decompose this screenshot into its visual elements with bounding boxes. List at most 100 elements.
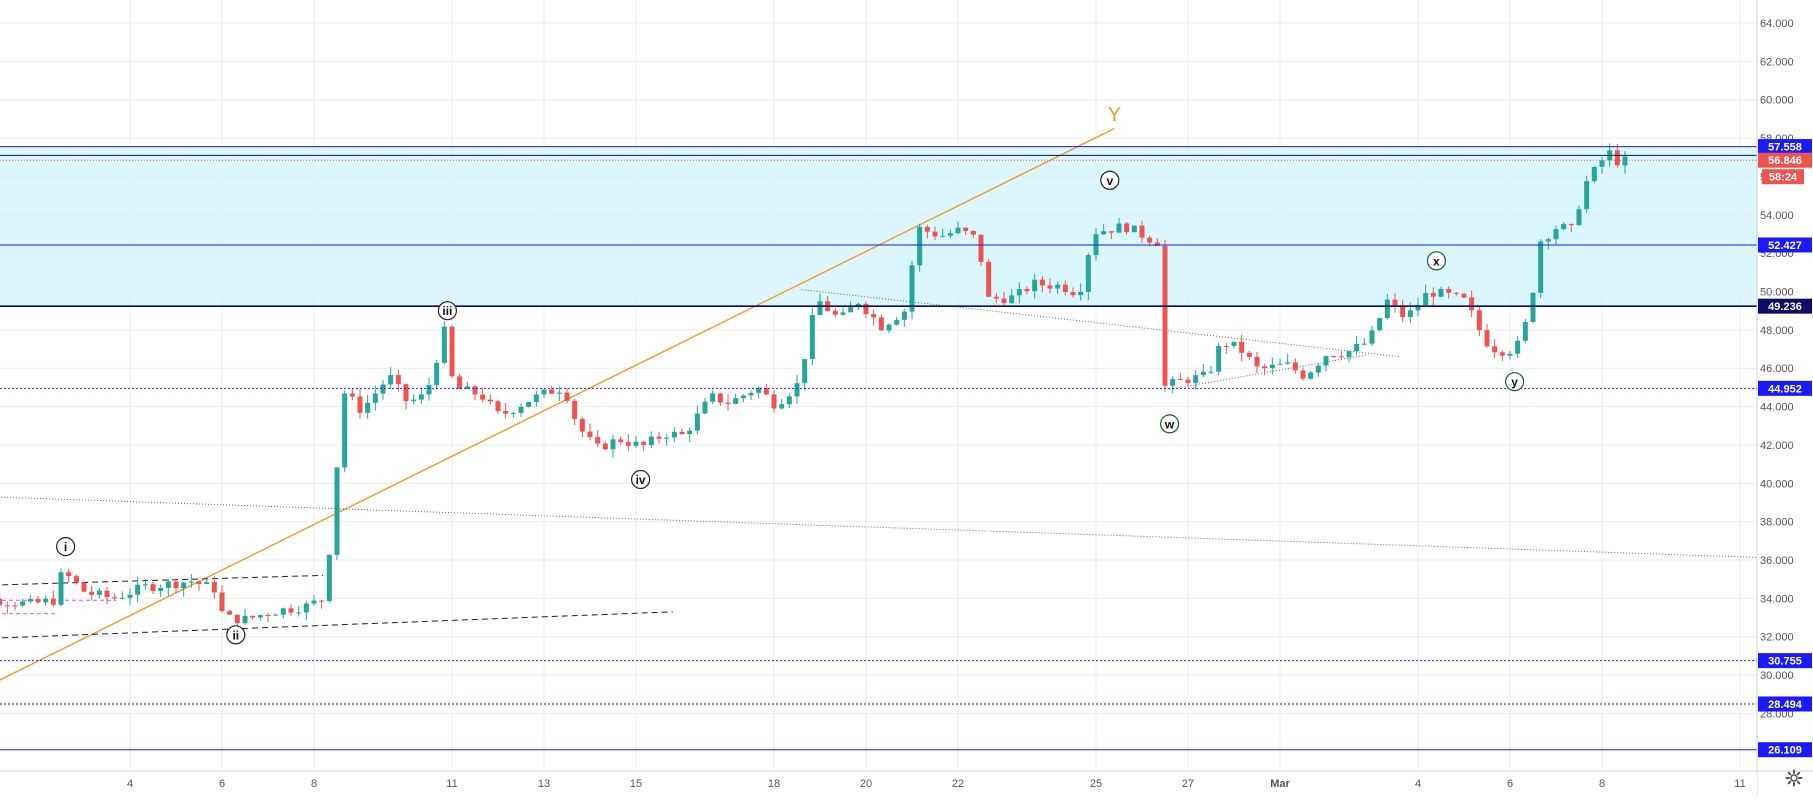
candle-body: [1530, 292, 1536, 322]
candle-body: [687, 430, 693, 435]
level-price-tag-bg: [1758, 653, 1812, 669]
time-tick-label: 27: [1182, 778, 1194, 790]
candle: [1078, 283, 1084, 301]
candle-body: [480, 394, 486, 400]
wave-label-text: ii: [232, 628, 239, 642]
price-tick-label: 60.000: [1760, 95, 1794, 107]
candle-body: [894, 319, 900, 325]
candle-body: [457, 376, 463, 389]
candle-body: [50, 598, 56, 605]
candle: [303, 600, 309, 621]
candle-body: [449, 326, 455, 377]
candle-body: [1047, 285, 1053, 289]
candle-body: [288, 608, 294, 613]
candle: [1469, 290, 1475, 318]
candle-body: [602, 443, 608, 450]
candle-body: [710, 393, 716, 402]
candle: [12, 601, 18, 611]
candle: [932, 226, 938, 241]
trend-line: [0, 611, 673, 639]
candle: [1001, 291, 1007, 307]
candle-body: [20, 601, 26, 606]
candle-body: [58, 572, 64, 605]
chart-settings-button[interactable]: [1783, 769, 1805, 791]
level-price-tag-bg: [1758, 237, 1812, 253]
candle-body: [579, 418, 585, 432]
candle: [748, 390, 754, 400]
candle: [602, 441, 608, 451]
wave-label-iv: iv: [630, 469, 651, 490]
candle: [1323, 355, 1329, 372]
candle: [204, 579, 210, 585]
candle: [441, 320, 447, 365]
trend-line: [0, 127, 1115, 681]
candle-body: [1277, 363, 1283, 365]
candle-body: [1469, 297, 1475, 311]
candle-body: [1453, 292, 1459, 294]
candle: [464, 381, 470, 390]
candle-body: [526, 401, 532, 407]
candle-body: [1400, 305, 1406, 318]
candle-body: [863, 303, 869, 315]
candle: [388, 367, 394, 390]
candle-body: [165, 581, 171, 588]
candle: [480, 388, 486, 403]
candle-body: [227, 611, 233, 615]
candle-body: [641, 441, 647, 446]
candle-body: [886, 324, 892, 331]
candle: [1576, 205, 1582, 227]
candle-body: [1285, 362, 1291, 364]
candle-body: [840, 312, 846, 315]
candle: [20, 598, 26, 608]
candle-body: [188, 581, 194, 583]
candle-body: [518, 406, 524, 413]
candle: [940, 228, 946, 238]
last-price-tag-text: 56.846: [1768, 155, 1802, 167]
wave-label-circle: [1100, 170, 1120, 190]
candle: [917, 223, 923, 272]
candle-body: [917, 226, 923, 266]
candle-body: [1377, 318, 1383, 331]
candle: [1116, 217, 1122, 233]
candle: [73, 574, 79, 585]
trend-lines: [0, 127, 1777, 681]
candle-body: [403, 384, 409, 402]
candle-body: [503, 410, 509, 414]
candle: [1308, 371, 1314, 380]
price-tick-label: 64.000: [1760, 18, 1794, 30]
candle: [786, 393, 792, 409]
time-tick-label: 15: [630, 778, 642, 790]
candle: [671, 427, 677, 443]
candle: [165, 579, 171, 597]
candle: [403, 383, 409, 410]
candle: [1009, 288, 1015, 304]
candle-body: [940, 235, 946, 237]
candle: [1101, 223, 1107, 236]
candle: [1016, 282, 1022, 304]
candle: [342, 390, 348, 473]
candle: [740, 394, 746, 403]
candle-body: [135, 584, 141, 595]
candle-body: [0, 598, 3, 606]
candle: [349, 388, 355, 401]
candle-body: [319, 600, 325, 602]
level-price-tag: 57.558: [1758, 139, 1812, 155]
candle: [1185, 376, 1191, 388]
wave-label-text: v: [1106, 174, 1113, 188]
level-price-tag: 28.494: [1758, 696, 1812, 712]
candle-body: [564, 392, 570, 401]
wave-label-Y: Y: [1108, 104, 1121, 126]
wave-label-w: w: [1159, 414, 1180, 434]
time-axis: 4 6 8 11 13 15 18 20 22 25 27 Mar 4 6 8 11: [0, 770, 1813, 795]
candle: [733, 393, 739, 405]
candle-body: [1292, 362, 1298, 371]
candle: [503, 403, 509, 419]
gear-icon: [1785, 769, 1803, 792]
candle: [1216, 342, 1222, 376]
candle: [96, 587, 102, 599]
candle: [610, 434, 616, 458]
candle: [66, 568, 72, 583]
candle: [618, 436, 624, 445]
